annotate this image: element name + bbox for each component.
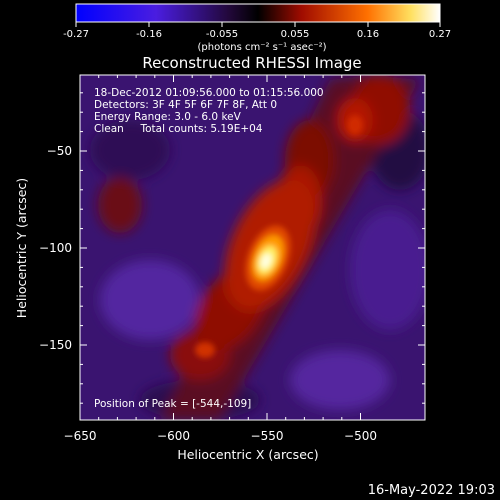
colorbar-tick-label: 0.055	[281, 29, 310, 40]
colorbar-tick-label: 0.27	[429, 29, 451, 40]
colorbar-tick-label: -0.27	[63, 29, 89, 40]
annotation-time-range: 18-Dec-2012 01:09:56.000 to 01:15:56.000	[94, 87, 324, 99]
annotation-clean-counts: Clean Total counts: 5.19E+04	[94, 123, 263, 135]
x-axis: −650 −600 −550 −500	[64, 75, 377, 443]
x-tick-label: −550	[251, 429, 284, 443]
x-axis-title: Heliocentric X (arcsec)	[177, 447, 318, 462]
colorbar-tick-label: 0.16	[357, 29, 379, 40]
timestamp: 16-May-2022 19:03	[368, 483, 495, 498]
y-tick-label: −50	[47, 144, 72, 158]
chart-title: Reconstructed RHESSI Image	[142, 54, 361, 72]
annotation-detectors: Detectors: 3F 4F 5F 6F 7F 8F, Att 0	[94, 99, 277, 111]
x-tick-label: −650	[64, 429, 97, 443]
colorbar-tick-label: -0.16	[136, 29, 162, 40]
annotation-peak-position: Position of Peak = [-544,-109]	[94, 398, 251, 410]
annotation-energy-range: Energy Range: 3.0 - 6.0 keV	[94, 111, 242, 123]
colorbar-ticks	[75, 22, 441, 27]
x-tick-label: −600	[157, 429, 190, 443]
y-axis-title: Heliocentric Y (arcsec)	[14, 178, 29, 318]
colorbar-units: (photons cm⁻² s⁻¹ asec⁻²)	[197, 42, 326, 53]
colorbar-tick-label: -0.055	[206, 29, 238, 40]
image-area	[80, 75, 425, 420]
y-axis: −50 −100 −150	[39, 92, 425, 404]
y-tick-label: −150	[39, 338, 72, 352]
x-tick-label: −500	[344, 429, 377, 443]
colorbar	[75, 3, 441, 23]
y-tick-label: −100	[39, 241, 72, 255]
